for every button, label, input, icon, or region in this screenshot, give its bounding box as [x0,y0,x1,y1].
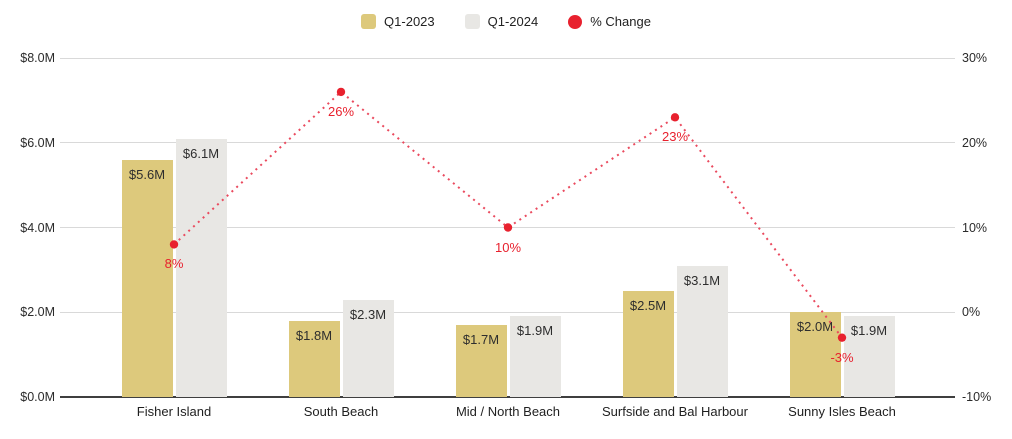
legend-item-pct-change[interactable]: % Change [568,14,651,29]
chart-legend: Q1-2023 Q1-2024 % Change [0,14,1012,29]
pct-change-dot-icon [568,14,583,29]
bar-value-label: $1.9M [850,323,888,339]
y-axis-right-tick: 10% [962,220,988,235]
pct-change-label: 10% [494,239,522,255]
legend-item-q1-2023[interactable]: Q1-2023 [361,14,435,29]
pct-change-label: -3% [830,349,854,365]
legend-label: Q1-2024 [487,14,539,29]
x-axis-category-label: Fisher Island [136,404,212,419]
legend-label: Q1-2023 [384,14,435,29]
gridline [60,57,955,59]
legend-label: % Change [590,14,651,29]
bar-value-label: $2.3M [349,306,387,322]
x-axis-category-label: Sunny Isles Beach [788,404,896,419]
y-axis-left-tick: $4.0M [20,220,55,235]
pct-change-label: 26% [327,103,355,119]
x-axis-category-label: South Beach [303,404,379,419]
bar-q1-2024[interactable] [843,316,895,397]
bar-value-label: $3.1M [683,272,721,288]
pct-change-point[interactable] [670,113,680,122]
x-axis-category-label: Surfside and Bal Harbour [602,404,748,419]
y-axis-right-tick: 20% [962,135,988,150]
q1-2023-swatch-icon [361,14,377,29]
pct-change-point[interactable] [336,87,346,97]
pct-change-label: 8% [164,256,184,272]
bar-value-label: $1.8M [295,327,333,343]
bar-value-label: $2.5M [629,298,667,314]
bar-value-label: $6.1M [182,145,220,161]
y-axis-left-tick: $8.0M [20,51,55,65]
legend-item-q1-2024[interactable]: Q1-2024 [464,14,539,29]
bar-value-label: $5.6M [128,166,166,182]
q1-2024-swatch-icon [464,14,480,29]
y-axis-left-tick: $2.0M [20,305,55,320]
bar-value-label: $1.9M [516,323,554,339]
y-axis-right-tick: 30% [962,51,988,65]
bar-q1-2023[interactable] [121,159,173,397]
pct-change-label: 23% [661,129,689,145]
x-axis-line [60,396,955,398]
y-axis-left-tick: $0.0M [20,390,55,404]
y-axis-right-tick: -10% [962,390,992,404]
y-axis-left-tick: $6.0M [20,135,55,150]
y-axis-right-tick: 0% [962,305,981,320]
x-axis-category-label: Mid / North Beach [455,404,561,419]
